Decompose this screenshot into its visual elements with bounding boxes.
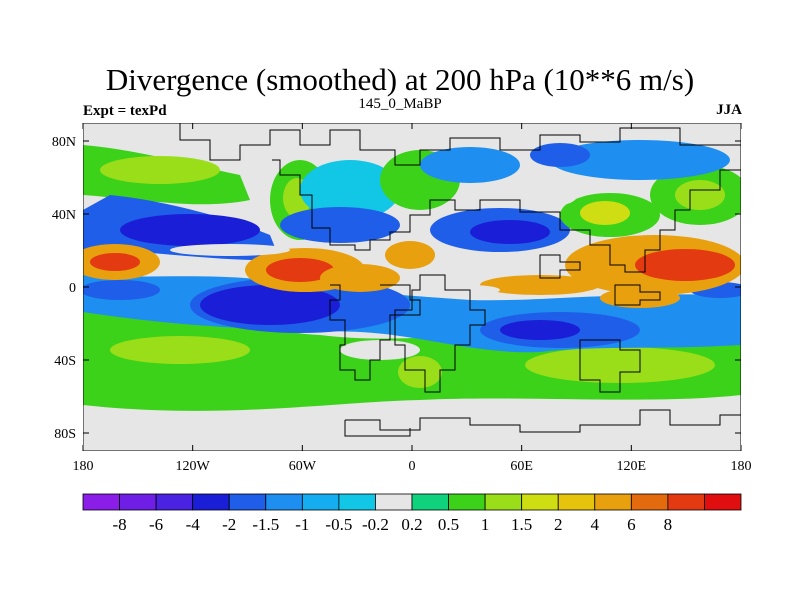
colorbar-label: 4: [591, 515, 600, 534]
y-tick-label: 0: [69, 281, 76, 296]
negative-belt: [83, 275, 741, 353]
colorbar-label: 6: [627, 515, 636, 534]
colorbar-label: 1.5: [511, 515, 532, 534]
colorbar-swatch: [521, 493, 559, 511]
x-tick-label: 120E: [617, 459, 647, 474]
colorbar-label: 0.2: [401, 515, 422, 534]
colorbar-swatch: [667, 493, 705, 511]
run-label: 145_0_MaBP: [358, 96, 442, 112]
divergence-field: [83, 123, 741, 451]
colorbar-swatch: [375, 493, 413, 511]
x-axis: 180 120W 60W 0 60E 120E 180: [73, 123, 752, 474]
experiment-label: Expt = texPd: [83, 103, 167, 119]
colorbar-label: 8: [664, 515, 673, 534]
colorbar-swatch: [338, 493, 376, 511]
northern-structures: [83, 140, 741, 261]
y-tick-label: 40S: [54, 354, 76, 369]
colorbar-swatch: [704, 493, 742, 511]
southern-positive-band: [83, 304, 741, 411]
x-tick-label: 180: [731, 459, 752, 474]
colorbar-label: -2: [222, 515, 236, 534]
season-label: JJA: [716, 102, 742, 118]
x-tick-label: 60W: [289, 459, 317, 474]
colorbar-label: -6: [149, 515, 163, 534]
colorbar-label: -8: [112, 515, 126, 534]
colorbar-label: -0.5: [325, 515, 352, 534]
x-tick-label: 180: [73, 459, 94, 474]
colorbar: -8 -6 -4 -2 -1.5 -1 -0.5 -0.2 0.2 0.5 1 1.5 2 4 6 8: [82, 493, 742, 534]
colorbar-swatch: [448, 493, 486, 511]
colorbar-swatch: [557, 493, 596, 511]
colorbar-swatch: [119, 493, 157, 511]
colorbar-swatch: [594, 493, 632, 511]
colorbar-label: -0.2: [362, 515, 389, 534]
positive-tropical-features: [83, 235, 741, 308]
colorbar-swatch: [301, 493, 340, 511]
colorbar-swatch: [630, 493, 669, 511]
colorbar-label: 1: [481, 515, 490, 534]
colorbar-swatch: [411, 493, 449, 511]
colorbar-swatch: [265, 493, 303, 511]
y-tick-label: 40N: [52, 208, 76, 223]
colorbar-swatch: [484, 493, 523, 511]
colorbar-swatch: [228, 493, 267, 511]
x-tick-label: 120W: [176, 459, 211, 474]
colorbar-label: 0.5: [438, 515, 459, 534]
map-title: Divergence (smoothed) at 200 hPa (10**6 …: [105, 62, 695, 97]
colorbar-swatch: [155, 493, 194, 511]
colorbar-label: -1: [295, 515, 309, 534]
colorbar-label: -1.5: [252, 515, 279, 534]
coastlines: [179, 123, 741, 437]
y-tick-label: 80S: [54, 427, 76, 442]
colorbar-swatch: [82, 493, 120, 511]
colorbar-swatch: [192, 493, 230, 511]
x-tick-label: 0: [409, 459, 416, 474]
colorbar-label: 2: [554, 515, 563, 534]
colorbar-label: -4: [186, 515, 201, 534]
y-tick-label: 80N: [52, 135, 76, 150]
y-axis: 80N 40N 0 40S 80S: [52, 135, 741, 442]
x-tick-label: 60E: [510, 459, 533, 474]
